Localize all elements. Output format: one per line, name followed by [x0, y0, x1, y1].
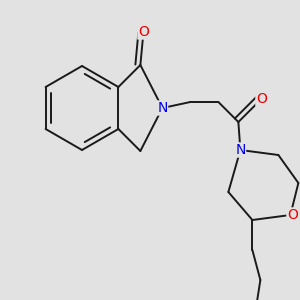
Text: O: O	[256, 92, 267, 106]
Text: O: O	[138, 25, 149, 39]
Text: N: N	[235, 143, 246, 157]
Text: N: N	[157, 101, 168, 115]
Text: O: O	[287, 208, 298, 222]
